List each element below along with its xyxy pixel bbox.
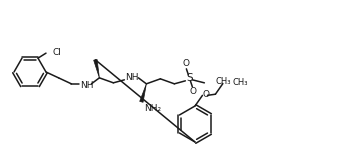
Text: NH: NH xyxy=(125,73,138,82)
Text: O: O xyxy=(183,59,190,68)
Text: NH₂: NH₂ xyxy=(144,104,161,113)
Polygon shape xyxy=(94,59,99,78)
Text: Cl: Cl xyxy=(53,48,62,57)
Text: S: S xyxy=(186,73,193,83)
Text: CH₃: CH₃ xyxy=(215,77,231,86)
Text: O: O xyxy=(190,87,197,96)
Text: NH: NH xyxy=(79,81,93,90)
Polygon shape xyxy=(140,84,146,102)
Text: CH₃: CH₃ xyxy=(233,78,248,87)
Text: O: O xyxy=(203,90,210,99)
